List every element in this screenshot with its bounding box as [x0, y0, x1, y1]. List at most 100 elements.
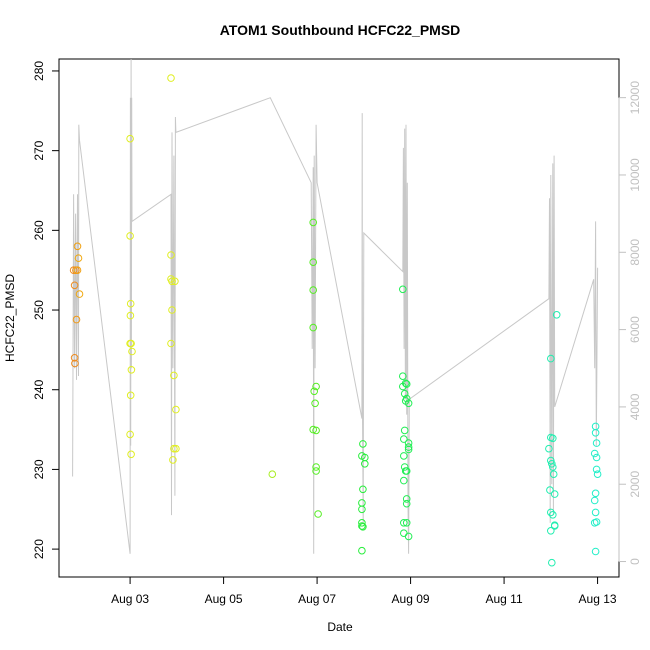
data-point — [73, 266, 82, 275]
x-axis: Aug 03 Aug 05 Aug 07 Aug 09 Aug 11 Aug 13 — [111, 576, 617, 606]
x-tick-label: Aug 07 — [298, 592, 336, 606]
data-point — [399, 372, 407, 381]
data-point — [358, 505, 366, 514]
x-tick-label: Aug 09 — [392, 592, 430, 606]
data-point — [126, 299, 135, 308]
data-point — [128, 347, 136, 356]
data-point — [310, 387, 319, 396]
data-point — [73, 242, 82, 251]
data-point — [312, 382, 320, 391]
data-point — [548, 460, 556, 468]
data-point — [309, 323, 318, 332]
y2-tick-label: 0 — [628, 558, 642, 565]
data-point — [548, 558, 556, 567]
data-point — [400, 476, 408, 485]
y2-tick-label: 2000 — [628, 471, 642, 498]
data-point — [72, 315, 81, 324]
data-point — [592, 465, 601, 474]
data-point — [312, 463, 320, 471]
data-point — [591, 508, 600, 517]
data-point — [590, 449, 599, 458]
y2-tick-label: 10000 — [628, 158, 642, 192]
data-point — [309, 286, 318, 294]
data-point — [404, 399, 413, 408]
data-point — [550, 522, 559, 530]
data-point — [400, 426, 409, 435]
y-tick-label: 230 — [32, 459, 46, 479]
data-point — [590, 496, 599, 505]
data-point — [404, 532, 413, 541]
data-point — [400, 452, 408, 460]
data-point — [547, 508, 555, 517]
data-point — [127, 339, 135, 348]
y2-tick-label: 12000 — [628, 81, 642, 115]
data-point — [171, 277, 179, 286]
data-point — [401, 379, 410, 388]
data-point — [268, 470, 277, 479]
y-tick-label: 260 — [32, 220, 46, 240]
y2-tick-label: 4000 — [628, 393, 642, 420]
data-point — [591, 429, 600, 437]
data-point — [309, 218, 318, 227]
data-point — [167, 251, 175, 259]
data-point — [592, 439, 601, 447]
data-point — [359, 440, 367, 448]
data-point — [590, 519, 599, 527]
data-point — [552, 311, 561, 319]
data-point — [168, 277, 176, 286]
data-point — [402, 495, 411, 503]
data-point — [126, 311, 135, 320]
data-point — [546, 486, 554, 494]
y-tick-label: 250 — [32, 300, 46, 320]
data-point — [358, 546, 366, 555]
x-tick-label: Aug 03 — [111, 592, 149, 606]
data-point — [312, 426, 320, 435]
data-point — [69, 266, 78, 275]
data-point — [400, 389, 409, 398]
data-point — [549, 463, 557, 471]
data-point — [70, 354, 79, 362]
data-point — [358, 452, 366, 460]
data-point — [127, 366, 136, 374]
data-point — [402, 519, 411, 527]
data-point — [126, 430, 134, 439]
y2-axis-right: 0 2000 4000 6000 8000 10000 12000 — [618, 81, 642, 565]
data-point — [311, 399, 319, 408]
data-point — [170, 444, 178, 453]
data-point — [168, 306, 176, 314]
y-tick-label: 280 — [32, 61, 46, 81]
data-point — [402, 380, 411, 388]
x-tick-label: Aug 11 — [486, 592, 523, 606]
data-point — [167, 74, 175, 82]
y-tick-label: 220 — [32, 539, 46, 559]
secondary-series-line — [72, 58, 599, 554]
x-tick-label: Aug 13 — [579, 592, 617, 606]
y-tick-label: 270 — [32, 140, 46, 160]
y-axis: 220 230 240 250 260 270 280 — [32, 61, 60, 559]
data-point — [400, 519, 408, 527]
y2-tick-label: 6000 — [628, 316, 642, 343]
data-point — [126, 232, 134, 240]
data-point — [126, 391, 135, 400]
data-point — [358, 522, 366, 530]
data-point — [359, 523, 367, 531]
y-axis-label: HCFC22_PMSD — [3, 274, 17, 362]
data-point — [126, 134, 134, 143]
data-point — [404, 443, 413, 451]
data-point — [167, 339, 175, 348]
data-point — [312, 467, 320, 475]
data-point — [593, 470, 602, 479]
y-tick-label: 240 — [32, 379, 46, 399]
data-point — [591, 489, 600, 498]
data-point — [314, 510, 322, 518]
x-axis-label: Date — [327, 620, 353, 634]
chart-title: ATOM1 Southbound HCFC22_PMSD — [220, 22, 461, 38]
data-point — [549, 470, 558, 479]
data-point — [358, 519, 366, 527]
data-point — [549, 511, 557, 519]
data-point — [404, 445, 413, 454]
data-point — [309, 425, 318, 434]
data-point — [399, 285, 407, 294]
data-point — [401, 467, 410, 475]
data-point — [550, 490, 559, 498]
